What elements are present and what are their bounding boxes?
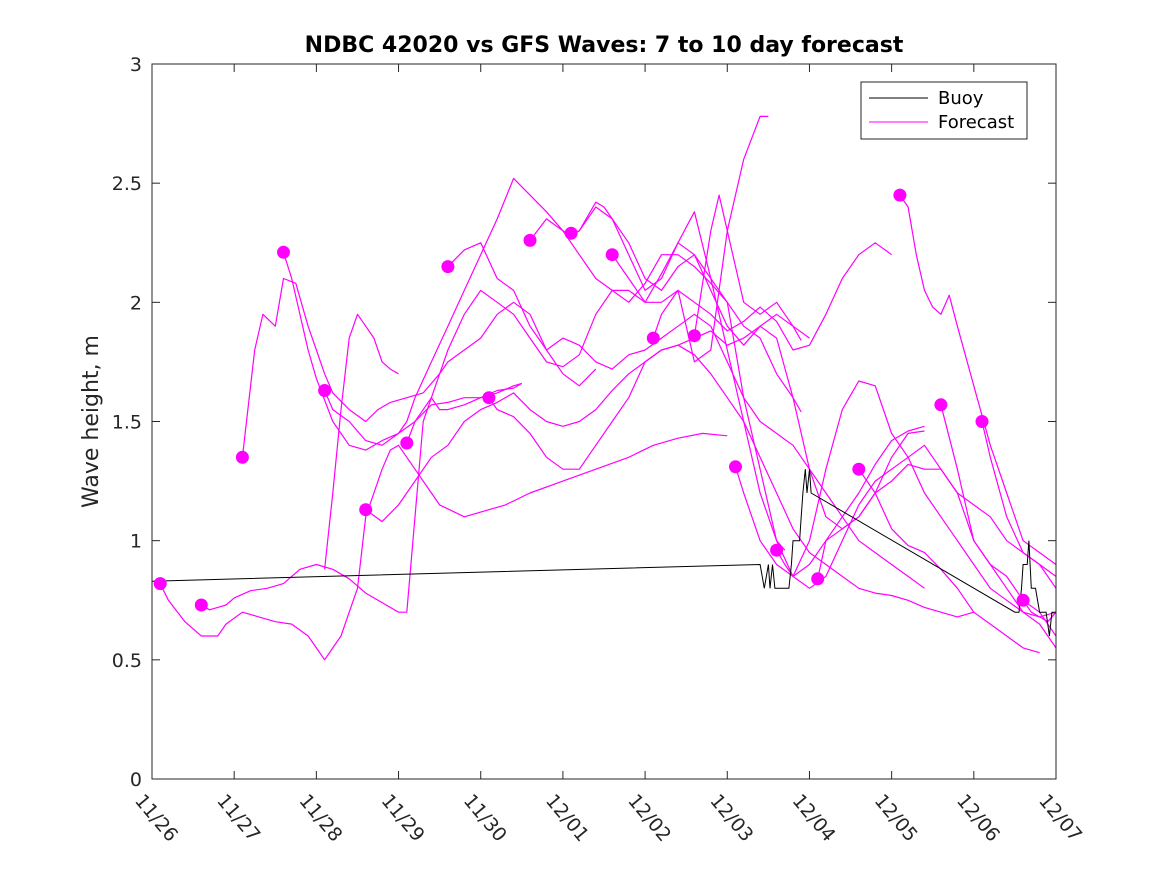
forecast-series-line-4 bbox=[282, 177, 802, 451]
forecast-start-marker-10 bbox=[523, 233, 537, 247]
forecast-start-marker-14 bbox=[687, 329, 701, 343]
forecast-series-line-15 bbox=[693, 194, 802, 341]
forecast-start-marker-21 bbox=[975, 415, 989, 428]
forecast-start-marker-22 bbox=[1016, 593, 1030, 607]
plot-area bbox=[152, 64, 1056, 779]
forecast-series-line-14 bbox=[652, 115, 769, 363]
forecast-series-line-18 bbox=[817, 463, 1057, 637]
ytick-label: 0 bbox=[130, 769, 142, 791]
forecast-start-marker-7 bbox=[400, 436, 414, 450]
forecast-series-line-3 bbox=[241, 277, 597, 458]
forecast-series-line-7 bbox=[365, 313, 810, 523]
forecast-series-line-17 bbox=[776, 380, 1057, 649]
forecast-start-marker-20 bbox=[934, 398, 948, 412]
forecast-series-line-2 bbox=[200, 382, 522, 613]
forecast-series-line-5 bbox=[324, 382, 523, 446]
forecast-start-marker-6 bbox=[359, 503, 373, 517]
forecast-start-marker-18 bbox=[852, 462, 866, 476]
forecast-series-line-9 bbox=[447, 242, 925, 589]
forecast-start-marker-12 bbox=[605, 248, 619, 262]
forecast-start-marker-5 bbox=[318, 384, 332, 397]
ytick-label: 1.5 bbox=[112, 412, 142, 434]
ytick-label: 0.5 bbox=[112, 650, 142, 672]
chart-title: NDBC 42020 vs GFS Waves: 7 to 10 day for… bbox=[305, 33, 904, 58]
forecast-series-line-19 bbox=[858, 468, 1040, 654]
legend-box bbox=[860, 81, 1028, 140]
forecast-series-line-21 bbox=[940, 404, 1057, 618]
ytick-label: 1 bbox=[130, 531, 142, 553]
forecast-series-line-20 bbox=[899, 194, 1057, 565]
y-axis-label: Wave height, m bbox=[79, 335, 104, 508]
buoy-series-line bbox=[151, 469, 1056, 637]
forecast-series-line-6 bbox=[324, 313, 399, 570]
forecast-start-marker-9 bbox=[482, 391, 496, 405]
forecast-start-marker-16 bbox=[770, 543, 784, 557]
forecast-start-marker-8 bbox=[441, 260, 455, 274]
forecast-series-line-22 bbox=[981, 421, 1057, 589]
forecast-start-marker-13 bbox=[646, 331, 660, 345]
legend: Buoy Forecast bbox=[860, 81, 1028, 140]
forecast-series-line-13 bbox=[611, 211, 1057, 589]
forecast-start-marker-19 bbox=[893, 188, 907, 202]
legend-forecast-label: Forecast bbox=[938, 112, 1014, 133]
forecast-series-line-1 bbox=[159, 432, 728, 661]
forecast-series-line-10 bbox=[488, 344, 974, 618]
ytick-label: 2.5 bbox=[112, 173, 142, 195]
series-layer bbox=[151, 115, 1057, 661]
forecast-start-marker-11 bbox=[564, 226, 578, 240]
forecast-series-line-23 bbox=[1022, 599, 1057, 623]
forecast-start-marker-1 bbox=[153, 577, 167, 591]
forecast-start-marker-4 bbox=[277, 245, 290, 259]
forecast-start-marker-2 bbox=[194, 598, 208, 612]
ytick-label: 2 bbox=[130, 292, 142, 314]
forecast-start-marker-3 bbox=[235, 450, 249, 464]
forecast-start-marker-17 bbox=[811, 572, 825, 586]
legend-buoy-label: Buoy bbox=[938, 88, 984, 109]
ytick-label: 3 bbox=[130, 54, 142, 76]
marker-layer bbox=[153, 188, 1030, 612]
forecast-start-marker-15 bbox=[729, 460, 742, 474]
